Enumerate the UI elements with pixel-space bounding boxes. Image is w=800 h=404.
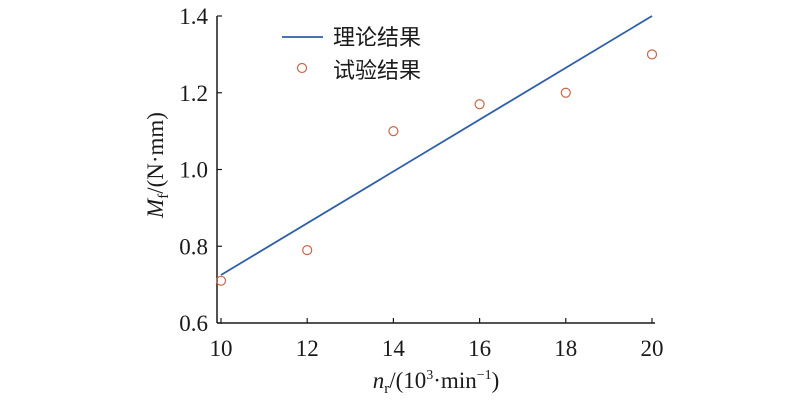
data-point-experiment <box>646 49 658 60</box>
x-ticks: 10 12 14 16 18 20 <box>210 318 664 361</box>
axes <box>216 16 655 324</box>
legend-label-theory: 理论结果 <box>333 26 421 51</box>
legend-label-experiment: 试验结果 <box>333 59 421 84</box>
y-ticks: 0.6 0.8 1.0 1.2 1.4 <box>179 4 222 336</box>
y-axis-label: Mf/(N·mm) <box>143 112 172 219</box>
x-axis-label: nr/(103·min−1) <box>373 368 500 397</box>
y-tick-label: 0.8 <box>179 234 208 259</box>
y-tick-label: 1.2 <box>179 81 208 106</box>
y-tick-label: 1.4 <box>179 4 208 29</box>
data-point-experiment <box>560 87 571 98</box>
legend: 理论结果 试验结果 <box>282 26 421 84</box>
data-point-experiment <box>215 275 227 286</box>
x-tick-label: 16 <box>468 336 491 361</box>
x-tick-label: 18 <box>554 336 577 361</box>
x-tick-label: 10 <box>210 336 233 361</box>
y-tick-label: 1.0 <box>179 158 208 183</box>
x-tick-label: 12 <box>296 336 319 361</box>
series-line-theory <box>220 15 653 276</box>
y-tick-label: 0.6 <box>179 311 208 336</box>
legend-circle-marker <box>296 62 308 74</box>
x-tick-label: 14 <box>382 336 406 361</box>
x-tick-label: 20 <box>641 336 664 361</box>
data-point-experiment <box>474 99 485 110</box>
data-point-experiment <box>302 244 313 256</box>
data-point-experiment <box>388 126 399 137</box>
plot-area <box>215 15 658 286</box>
